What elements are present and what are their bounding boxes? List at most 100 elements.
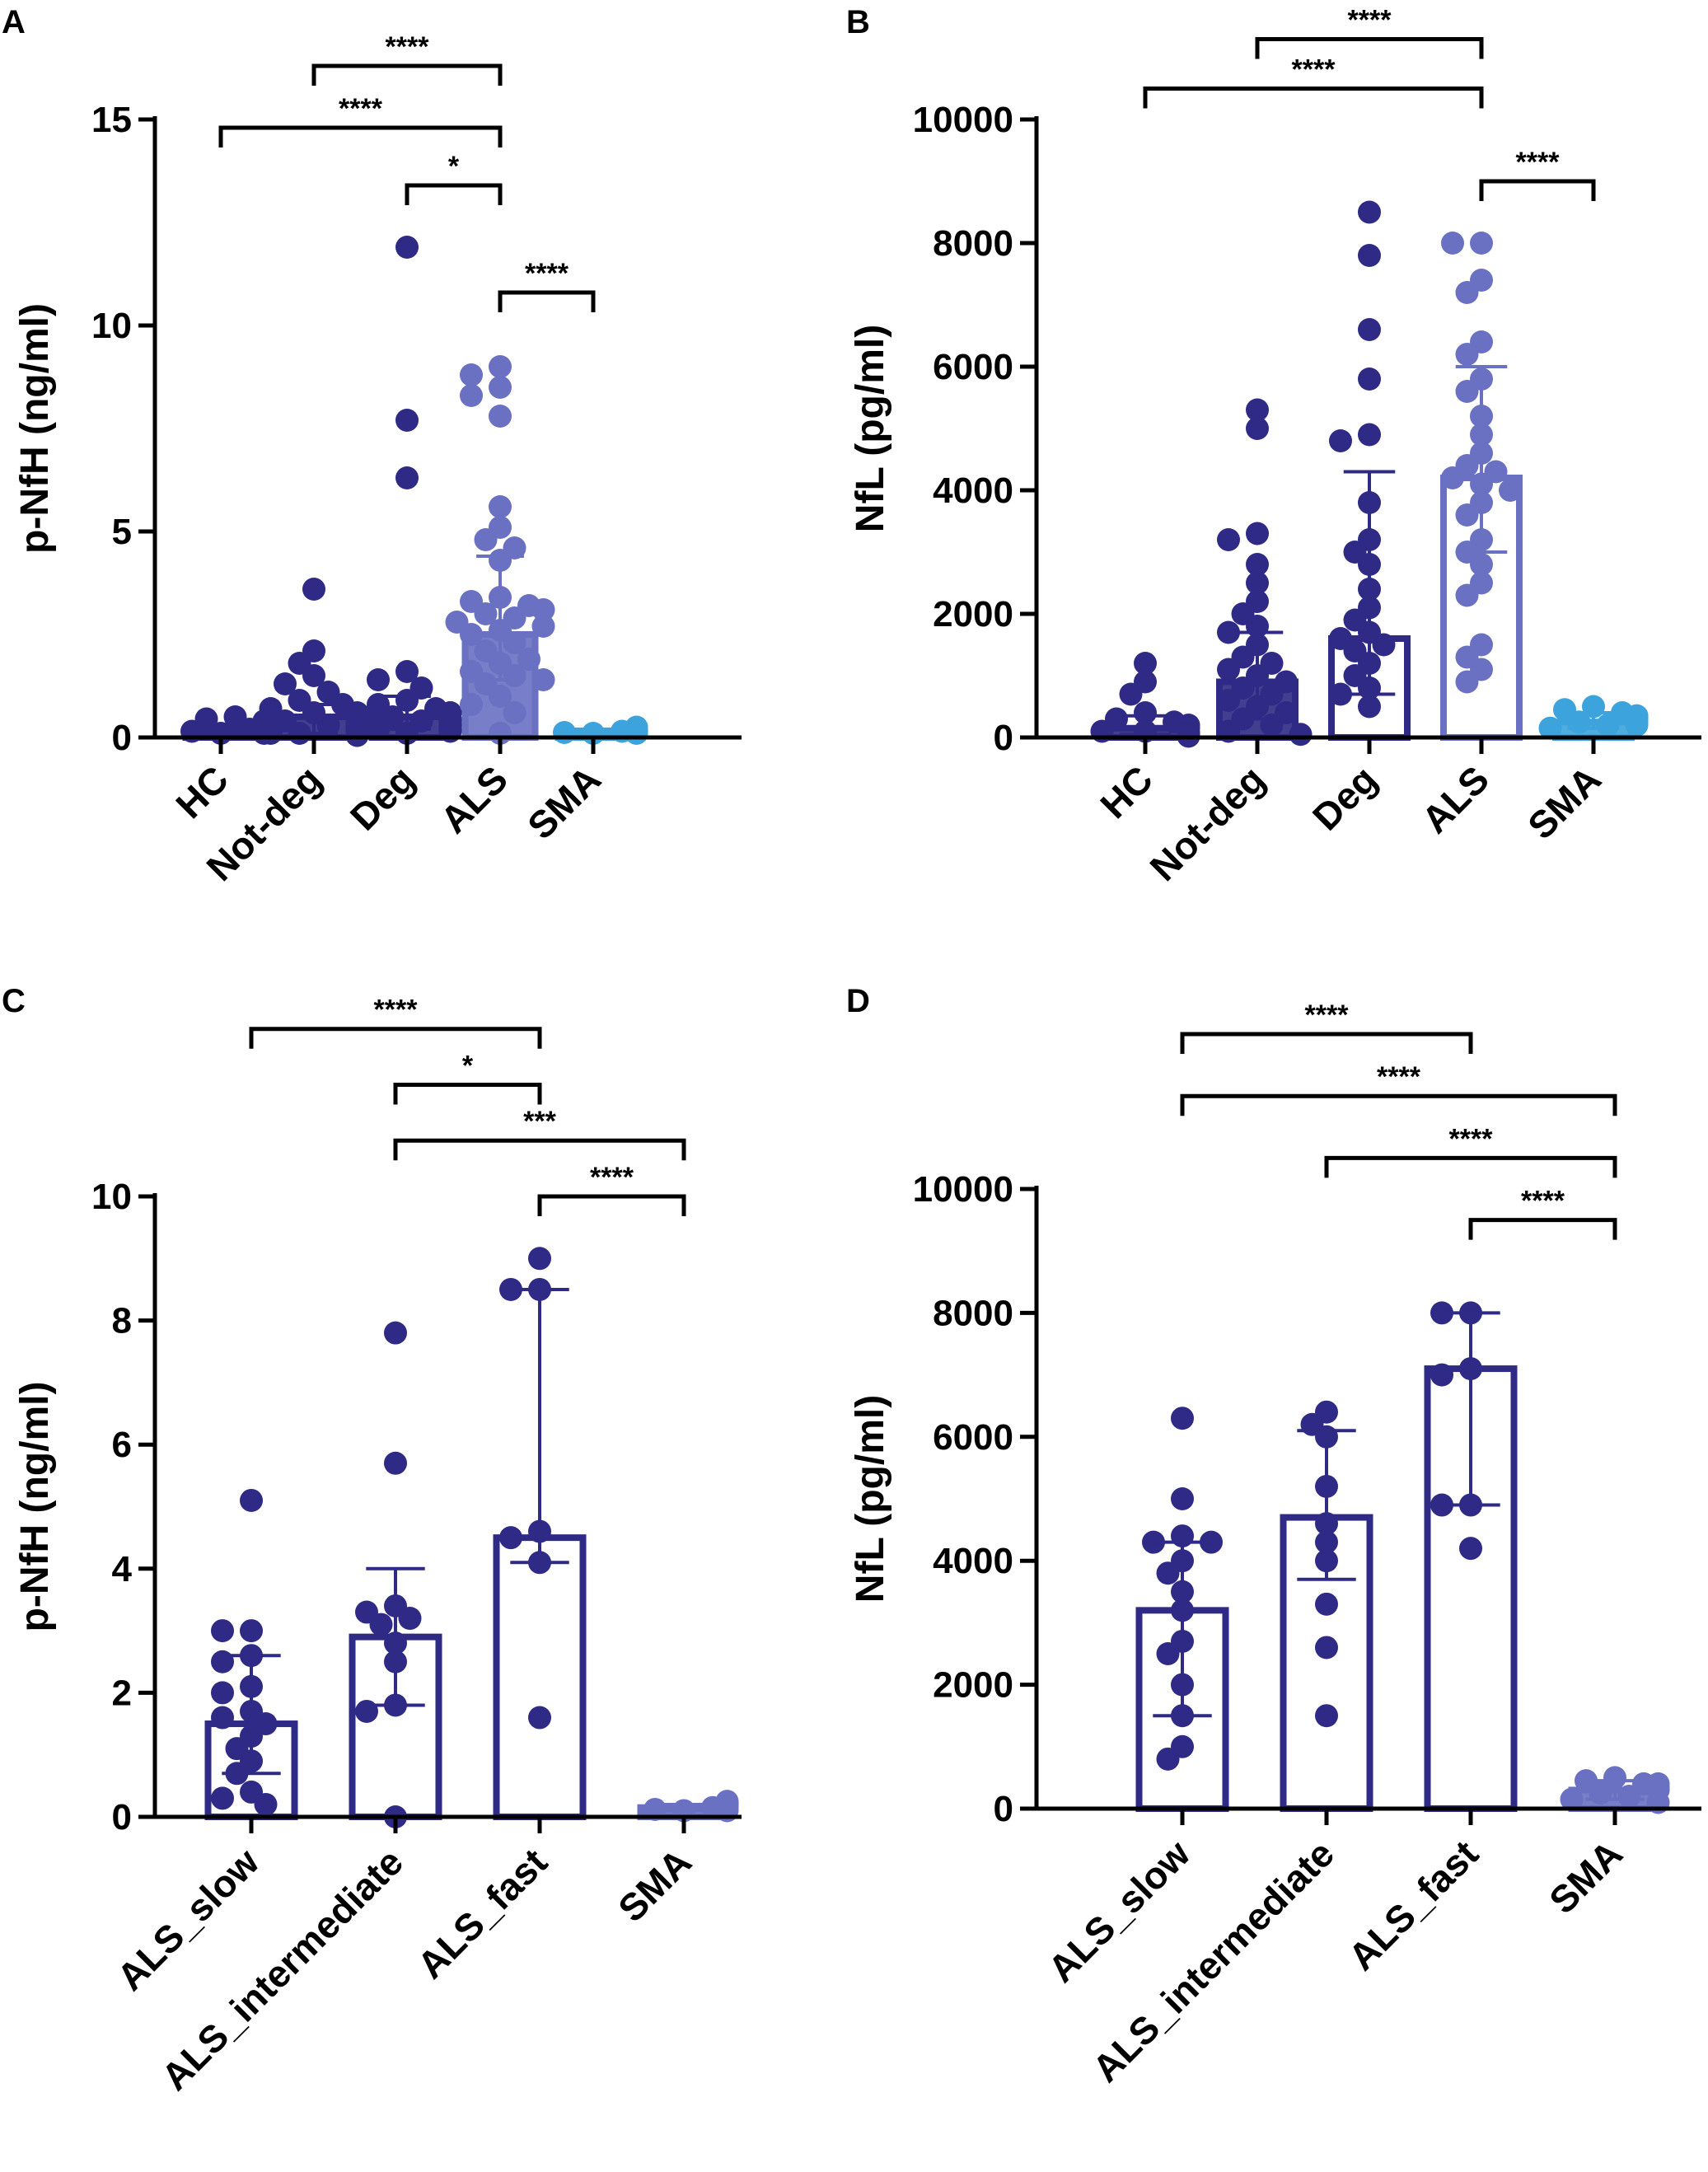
y-tick-label: 4000 — [933, 1541, 1013, 1581]
significance-label: **** — [1521, 1186, 1565, 1217]
y-tick-label: 8 — [112, 1301, 132, 1341]
significance-bracket — [393, 1138, 686, 1161]
y-tick-label: 6000 — [933, 347, 1013, 387]
data-point — [395, 660, 419, 683]
significance-bracket — [537, 1194, 686, 1216]
data-point — [1603, 1766, 1626, 1790]
x-tick-label: Not-deg — [1141, 757, 1273, 889]
y-axis-title: p-NfH (ng/ml) — [13, 1382, 57, 1632]
significance-bracket — [1468, 1218, 1617, 1240]
data-point — [395, 466, 419, 489]
y-tick-label: 8000 — [933, 1293, 1013, 1333]
data-point — [384, 1321, 407, 1345]
significance-bracket — [1180, 1093, 1617, 1116]
data-point — [460, 384, 483, 407]
data-point — [460, 623, 483, 646]
data-point — [1329, 682, 1352, 706]
data-point — [1119, 682, 1143, 706]
data-point — [274, 672, 297, 695]
data-point — [489, 495, 512, 518]
significance-bracket — [393, 1082, 542, 1105]
data-point — [398, 1607, 422, 1631]
panel-b: B NfL (pg/ml) 0 2000 4000 6000 8000 10000 HCNot… — [846, 4, 1701, 889]
x-tick-label: Deg — [342, 757, 423, 838]
data-point — [1455, 503, 1479, 527]
significance-label: **** — [1449, 1123, 1494, 1154]
data-point — [1358, 367, 1381, 391]
significance-label: **** — [374, 995, 419, 1026]
data-point — [367, 668, 390, 691]
y-tick-label: 2000 — [933, 1665, 1013, 1706]
data-point — [1617, 1784, 1641, 1808]
data-point — [1441, 466, 1464, 489]
y-tick-label: 0 — [112, 718, 132, 758]
x-tick-label: ALS — [1413, 757, 1497, 841]
data-point — [474, 602, 498, 625]
y-axis-title: NfL (pg/ml) — [849, 325, 892, 532]
significance-label: **** — [525, 258, 569, 289]
data-point — [528, 1706, 551, 1730]
y-tick-label: 4000 — [933, 470, 1013, 511]
data-point — [1217, 689, 1240, 712]
y-tick-label: 2 — [112, 1673, 132, 1713]
data-point — [489, 355, 512, 378]
data-point — [503, 664, 526, 687]
data-point — [211, 1650, 234, 1673]
significance-label: **** — [1377, 1061, 1421, 1093]
data-point — [1358, 695, 1381, 719]
data-point — [1430, 1363, 1453, 1387]
data-point — [531, 615, 555, 638]
data-point — [1156, 1561, 1180, 1585]
data-point — [1455, 281, 1479, 304]
bar — [493, 1534, 587, 1821]
significance-label: **** — [386, 31, 430, 63]
data-point — [211, 1681, 234, 1705]
data-point — [1358, 244, 1381, 267]
x-tick-label: HC — [1092, 757, 1161, 826]
data-point — [1470, 232, 1493, 255]
data-point — [240, 1619, 263, 1643]
data-point — [194, 707, 218, 731]
data-point — [1289, 723, 1313, 747]
panel-c: C p-NfH (ng/ml) 0 2 4 6 8 10 ALS_slowALS_interm… — [2, 983, 742, 2099]
significance-label: **** — [1516, 147, 1561, 178]
data-point — [1470, 553, 1493, 576]
y-tick-label: 2000 — [933, 594, 1013, 634]
data-point — [503, 701, 526, 724]
data-point — [1315, 1592, 1338, 1616]
significance-bracket — [1324, 1155, 1617, 1178]
y-tick-label: 10 — [91, 1177, 132, 1217]
plot-b: NfL (pg/ml) 0 2000 4000 6000 8000 10000 HCNot-d… — [849, 5, 1701, 889]
y-tick-label: 10000 — [913, 100, 1013, 140]
y-tick-label: 6000 — [933, 1417, 1013, 1458]
data-point — [395, 236, 419, 259]
x-tick-label: ALS_slow — [1040, 1832, 1198, 1990]
data-point — [223, 705, 247, 728]
data-point — [1156, 1642, 1180, 1665]
significance-bracket — [498, 290, 596, 312]
panel-letter-d: D — [846, 983, 870, 1019]
significance-bracket — [1180, 1032, 1473, 1054]
data-point — [1358, 318, 1381, 341]
data-point — [489, 685, 512, 708]
data-point — [1315, 1636, 1338, 1659]
data-point — [211, 1786, 234, 1810]
y-axis-title: NfL (pg/ml) — [849, 1395, 892, 1603]
data-point — [1358, 200, 1381, 224]
significance-bracket — [218, 125, 503, 147]
data-point — [1646, 1772, 1670, 1795]
data-point — [1589, 1781, 1612, 1805]
data-point — [1358, 423, 1381, 447]
panel-d: D NfL (pg/ml) 0 2000 4000 6000 8000 10000 ALS_s… — [846, 983, 1701, 2090]
x-tick-label: ALS_slow — [109, 1840, 267, 1998]
data-point — [211, 1706, 234, 1730]
data-point — [1455, 670, 1479, 694]
y-tick-label: 0 — [994, 718, 1013, 758]
data-point — [384, 1451, 407, 1475]
data-point — [1217, 528, 1240, 551]
x-tick-label: HC — [167, 757, 236, 826]
data-point — [489, 376, 512, 399]
x-tick-label: ALS_fast — [1340, 1832, 1486, 1978]
data-point — [531, 598, 555, 621]
